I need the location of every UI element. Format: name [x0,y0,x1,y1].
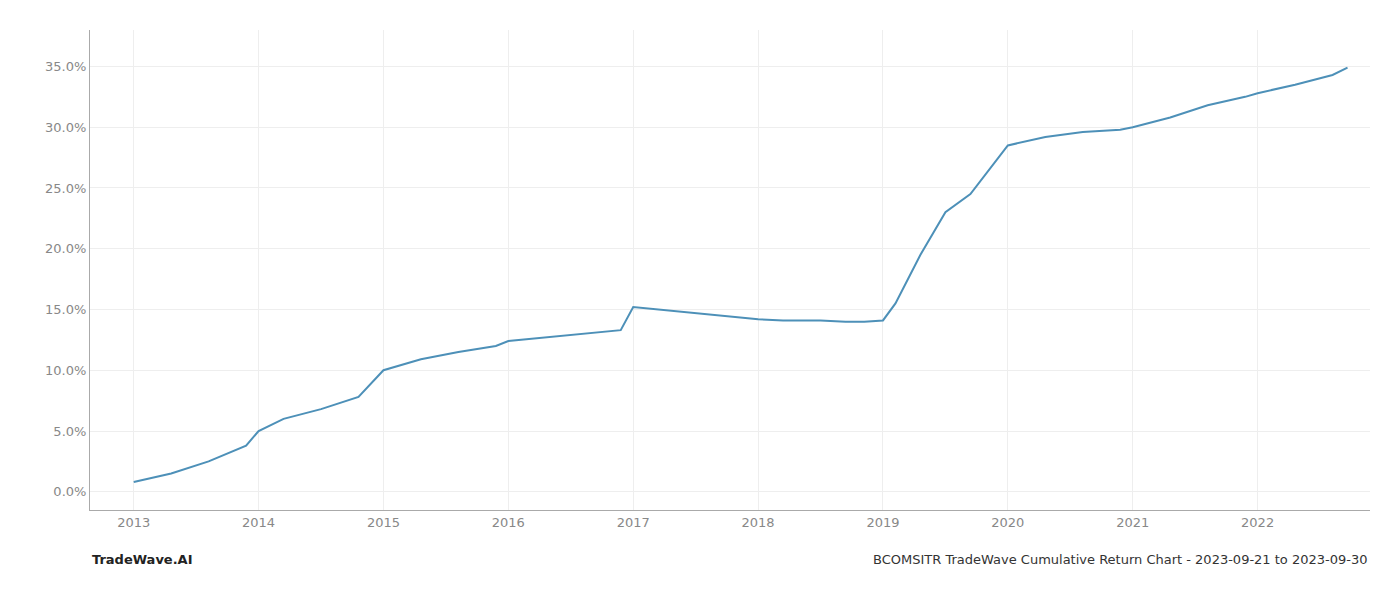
svg-text:BCOMSITR TradeWave Cumulative: BCOMSITR TradeWave Cumulative Return Cha… [873,552,1368,567]
svg-text:15.0%: 15.0% [45,302,86,317]
svg-text:25.0%: 25.0% [45,181,86,196]
svg-text:20.0%: 20.0% [45,241,86,256]
svg-text:2018: 2018 [742,515,775,530]
svg-text:35.0%: 35.0% [45,59,86,74]
svg-text:30.0%: 30.0% [45,120,86,135]
svg-text:2014: 2014 [242,515,275,530]
svg-text:2017: 2017 [617,515,650,530]
svg-text:10.0%: 10.0% [45,363,86,378]
svg-text:2020: 2020 [991,515,1024,530]
svg-text:2021: 2021 [1116,515,1149,530]
svg-text:2015: 2015 [367,515,400,530]
svg-text:0.0%: 0.0% [53,484,86,499]
svg-text:2019: 2019 [866,515,899,530]
svg-text:2022: 2022 [1241,515,1274,530]
svg-text:2016: 2016 [492,515,525,530]
svg-text:5.0%: 5.0% [53,424,86,439]
svg-text:2013: 2013 [117,515,150,530]
svg-text:TradeWave.AI: TradeWave.AI [92,552,193,567]
